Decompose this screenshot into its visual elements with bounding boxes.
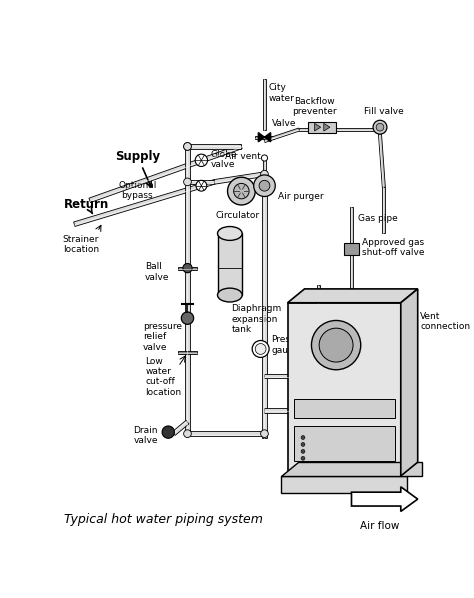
Circle shape	[261, 155, 267, 161]
Circle shape	[319, 328, 353, 362]
Circle shape	[182, 312, 194, 324]
Ellipse shape	[218, 288, 242, 302]
Circle shape	[261, 170, 268, 178]
Circle shape	[255, 344, 266, 355]
Circle shape	[183, 264, 192, 273]
Text: Air purger: Air purger	[278, 192, 324, 201]
Text: Strainer
location: Strainer location	[63, 235, 99, 254]
Circle shape	[196, 181, 207, 191]
Polygon shape	[401, 289, 418, 476]
Text: City
water: City water	[268, 83, 294, 103]
Text: Pressure
gauge: Pressure gauge	[272, 335, 310, 355]
Text: Diaphragm
expansion
tank: Diaphragm expansion tank	[231, 304, 282, 334]
Bar	[294, 426, 395, 460]
Circle shape	[376, 123, 384, 131]
Circle shape	[301, 456, 305, 460]
Polygon shape	[264, 128, 300, 142]
Circle shape	[261, 430, 268, 438]
Polygon shape	[185, 147, 190, 434]
Polygon shape	[383, 187, 385, 233]
Text: Return: Return	[64, 198, 109, 213]
Text: Ball
valve: Ball valve	[145, 263, 170, 282]
Polygon shape	[317, 285, 320, 303]
Polygon shape	[188, 179, 214, 184]
Polygon shape	[178, 351, 197, 355]
Polygon shape	[89, 144, 242, 203]
Polygon shape	[264, 408, 288, 413]
Polygon shape	[288, 289, 418, 303]
Polygon shape	[288, 303, 401, 476]
Text: Globe
valve: Globe valve	[210, 150, 237, 169]
Polygon shape	[378, 134, 385, 187]
Circle shape	[183, 178, 191, 186]
Polygon shape	[264, 133, 271, 142]
Bar	[309, 122, 336, 133]
Text: Optional
bypass: Optional bypass	[118, 181, 156, 200]
Bar	[294, 399, 395, 418]
Text: Approved gas
shut-off valve: Approved gas shut-off valve	[362, 237, 425, 257]
Text: Supply: Supply	[115, 150, 160, 187]
Polygon shape	[299, 128, 384, 131]
Polygon shape	[264, 374, 288, 378]
Text: Circulator: Circulator	[216, 211, 260, 220]
Circle shape	[252, 340, 269, 358]
Bar	[282, 476, 407, 493]
Circle shape	[195, 154, 208, 166]
Text: Vent
connection: Vent connection	[420, 312, 470, 331]
Polygon shape	[264, 158, 265, 175]
Circle shape	[373, 120, 387, 134]
Polygon shape	[214, 172, 265, 184]
Text: Drain
valve: Drain valve	[134, 426, 158, 446]
Polygon shape	[188, 431, 264, 436]
Polygon shape	[324, 123, 330, 131]
Circle shape	[311, 321, 361, 370]
Text: pressure
relief
valve: pressure relief valve	[143, 322, 182, 352]
Circle shape	[162, 426, 174, 438]
Circle shape	[254, 175, 275, 197]
Polygon shape	[178, 267, 197, 270]
Ellipse shape	[218, 227, 242, 240]
Text: Air flow: Air flow	[360, 521, 400, 530]
Circle shape	[301, 450, 305, 453]
Text: Fill valve: Fill valve	[364, 108, 404, 117]
Polygon shape	[282, 462, 421, 476]
Text: Gas pipe: Gas pipe	[358, 214, 397, 223]
Polygon shape	[263, 80, 266, 130]
Circle shape	[183, 142, 191, 150]
Text: Low
water
cut-off
location: Low water cut-off location	[145, 356, 181, 397]
Circle shape	[183, 142, 191, 150]
Text: Valve: Valve	[272, 119, 297, 128]
Text: Typical hot water piping system: Typical hot water piping system	[64, 513, 263, 526]
FancyArrow shape	[352, 487, 418, 511]
Circle shape	[183, 430, 191, 438]
Polygon shape	[255, 136, 273, 139]
Polygon shape	[172, 420, 189, 435]
Circle shape	[228, 177, 255, 205]
Text: Air vent: Air vent	[225, 152, 261, 161]
Circle shape	[259, 181, 270, 191]
Circle shape	[234, 184, 249, 199]
Bar	[344, 243, 359, 255]
Circle shape	[301, 435, 305, 440]
Polygon shape	[262, 172, 267, 438]
Text: Backflow
preventer: Backflow preventer	[292, 97, 337, 117]
Polygon shape	[258, 133, 264, 142]
Polygon shape	[73, 179, 215, 227]
Polygon shape	[315, 123, 321, 131]
Circle shape	[301, 443, 305, 446]
Bar	[218, 233, 242, 295]
Polygon shape	[350, 206, 353, 310]
Polygon shape	[188, 144, 241, 149]
